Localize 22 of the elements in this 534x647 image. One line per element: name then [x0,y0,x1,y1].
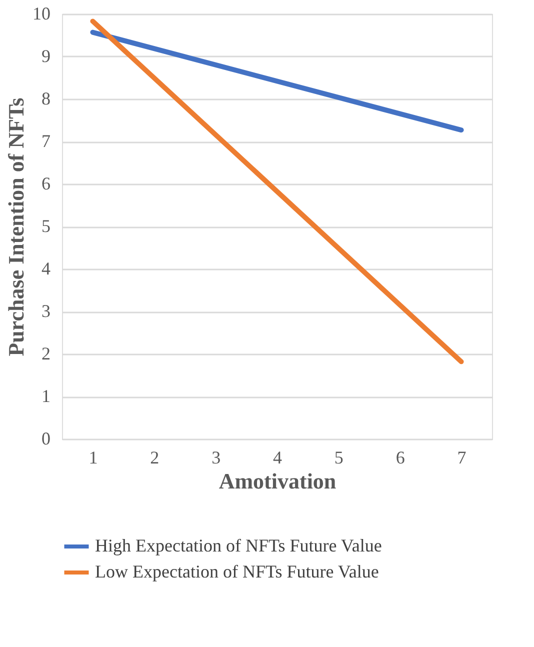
x-tick-label: 5 [334,448,344,468]
y-tick-label: 6 [42,174,50,194]
x-axis-title: Amotivation [218,468,336,494]
x-tick-label: 2 [150,448,160,468]
x-tick-label: 6 [396,448,405,468]
x-tick-label: 3 [212,448,221,468]
y-axis-title: Purchase Intention of NFTs [4,97,28,356]
y-tick-label: 7 [42,131,50,151]
legend-label: Low Expectation of NFTs Future Value [95,562,379,582]
legend-label: High Expectation of NFTs Future Value [95,536,382,556]
y-tick-label: 4 [42,258,50,278]
y-tick-label: 10 [32,4,50,24]
y-tick-label: 5 [42,216,50,236]
x-tick-label: 7 [457,448,466,468]
x-tick-label: 4 [273,448,282,468]
y-tick-label: 8 [42,88,50,108]
y-tick-label: 9 [42,46,50,66]
y-tick-label: 1 [42,386,50,406]
y-tick-label: 2 [42,344,50,364]
y-tick-label: 3 [42,301,50,321]
x-tick-label: 1 [88,448,98,468]
y-tick-label: 0 [42,428,50,448]
